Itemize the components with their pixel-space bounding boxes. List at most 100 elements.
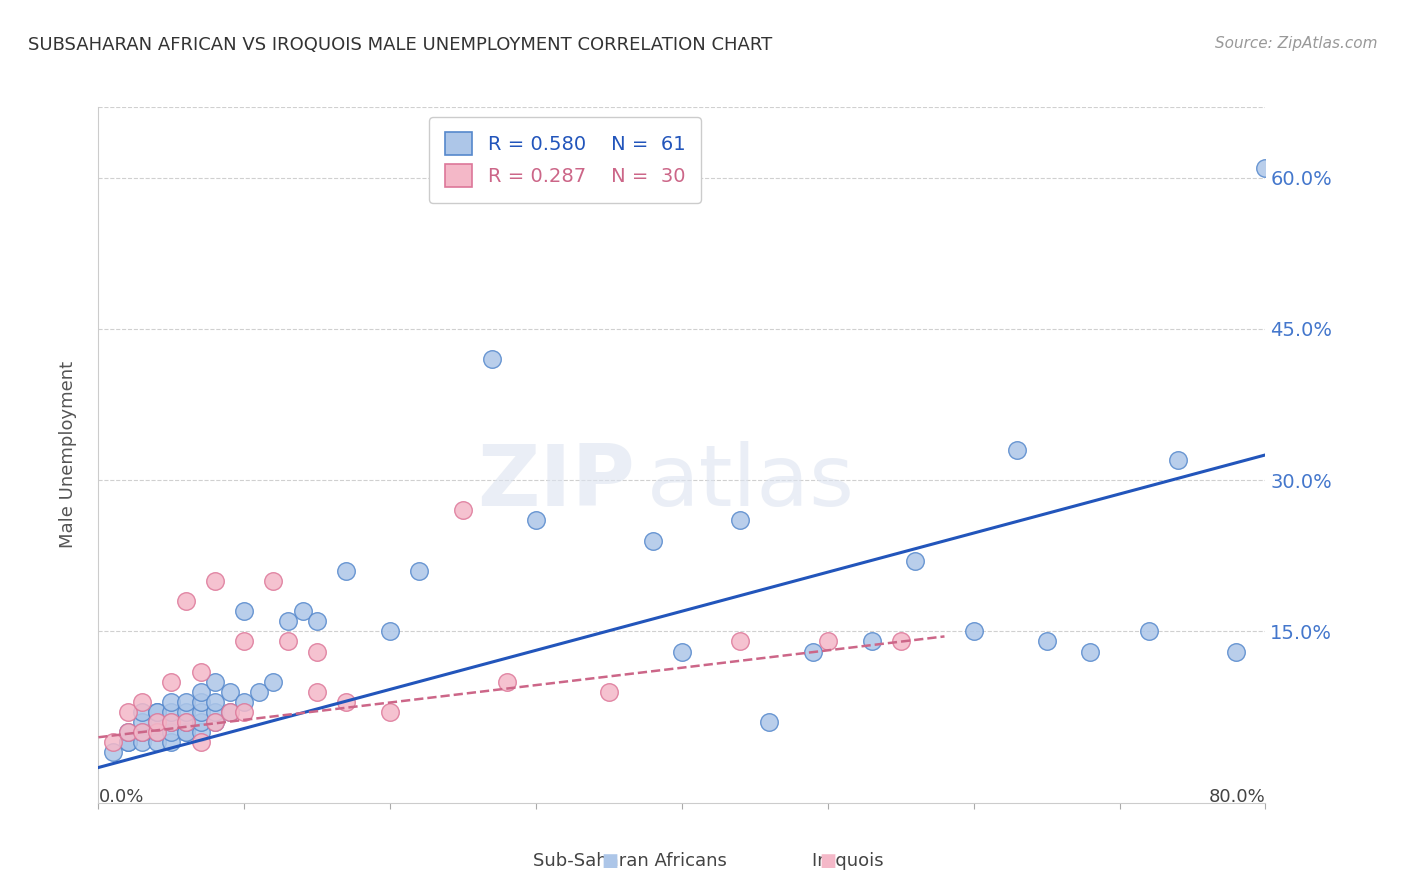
Point	[233, 705, 256, 719]
Point	[730, 634, 752, 648]
Point	[730, 513, 752, 527]
Point	[174, 594, 197, 608]
Point	[291, 604, 314, 618]
Point	[218, 685, 240, 699]
Point	[146, 725, 169, 739]
Text: ■: ■	[602, 852, 619, 870]
Point	[131, 705, 153, 719]
Point	[335, 564, 357, 578]
Text: Iroquois: Iroquois	[789, 852, 884, 870]
Point	[146, 715, 169, 730]
Point	[174, 715, 197, 730]
Point	[496, 674, 519, 689]
Text: 80.0%: 80.0%	[1209, 788, 1265, 805]
Point	[758, 715, 780, 730]
Point	[233, 634, 256, 648]
Point	[160, 695, 183, 709]
Point	[131, 715, 153, 730]
Point	[117, 725, 139, 739]
Point	[233, 604, 256, 618]
Point	[204, 574, 226, 588]
Point	[117, 735, 139, 749]
Point	[131, 725, 153, 739]
Point	[101, 745, 124, 759]
Point	[190, 695, 212, 709]
Point	[174, 725, 197, 739]
Point	[247, 685, 270, 699]
Text: atlas: atlas	[647, 442, 855, 524]
Point	[204, 715, 226, 730]
Point	[174, 715, 197, 730]
Point	[190, 705, 212, 719]
Point	[174, 705, 197, 719]
Point	[1035, 634, 1057, 648]
Legend: R = 0.580    N =  61, R = 0.287    N =  30: R = 0.580 N = 61, R = 0.287 N = 30	[429, 117, 702, 202]
Point	[307, 615, 329, 629]
Point	[190, 665, 212, 679]
Point	[160, 674, 183, 689]
Point	[335, 695, 357, 709]
Point	[1007, 442, 1029, 457]
Point	[1225, 644, 1247, 658]
Point	[146, 715, 169, 730]
Point	[101, 735, 124, 749]
Point	[962, 624, 984, 639]
Point	[117, 725, 139, 739]
Point	[146, 705, 169, 719]
Point	[160, 705, 183, 719]
Point	[262, 674, 284, 689]
Point	[817, 634, 839, 648]
Point	[146, 705, 169, 719]
Point	[160, 725, 183, 739]
Point	[408, 564, 430, 578]
Point	[671, 644, 693, 658]
Point	[1254, 161, 1277, 175]
Point	[233, 695, 256, 709]
Point	[1080, 644, 1102, 658]
Point	[451, 503, 474, 517]
Point	[277, 634, 299, 648]
Point	[160, 715, 183, 730]
Point	[598, 685, 620, 699]
Point	[160, 715, 183, 730]
Point	[380, 624, 402, 639]
Point	[204, 695, 226, 709]
Text: SUBSAHARAN AFRICAN VS IROQUOIS MALE UNEMPLOYMENT CORRELATION CHART: SUBSAHARAN AFRICAN VS IROQUOIS MALE UNEM…	[28, 36, 772, 54]
Point	[641, 533, 664, 548]
Text: Source: ZipAtlas.com: Source: ZipAtlas.com	[1215, 36, 1378, 51]
Text: ZIP: ZIP	[478, 442, 636, 524]
Point	[277, 615, 299, 629]
Point	[131, 725, 153, 739]
Point	[307, 644, 329, 658]
Text: ■: ■	[820, 852, 837, 870]
Point	[1167, 453, 1189, 467]
Point	[117, 735, 139, 749]
Point	[117, 705, 139, 719]
Point	[204, 715, 226, 730]
Point	[218, 705, 240, 719]
Point	[801, 644, 824, 658]
Point	[204, 674, 226, 689]
Point	[904, 554, 927, 568]
Point	[160, 735, 183, 749]
Point	[146, 725, 169, 739]
Point	[174, 695, 197, 709]
Point	[1137, 624, 1160, 639]
Point	[190, 685, 212, 699]
Point	[190, 715, 212, 730]
Point	[481, 352, 503, 367]
Point	[190, 735, 212, 749]
Text: Sub-Saharan Africans: Sub-Saharan Africans	[510, 852, 727, 870]
Text: 0.0%: 0.0%	[98, 788, 143, 805]
Point	[204, 705, 226, 719]
Point	[218, 705, 240, 719]
Point	[131, 735, 153, 749]
Point	[190, 725, 212, 739]
Point	[262, 574, 284, 588]
Point	[524, 513, 547, 527]
Point	[131, 695, 153, 709]
Point	[307, 685, 329, 699]
Point	[146, 735, 169, 749]
Y-axis label: Male Unemployment: Male Unemployment	[59, 361, 77, 549]
Point	[174, 725, 197, 739]
